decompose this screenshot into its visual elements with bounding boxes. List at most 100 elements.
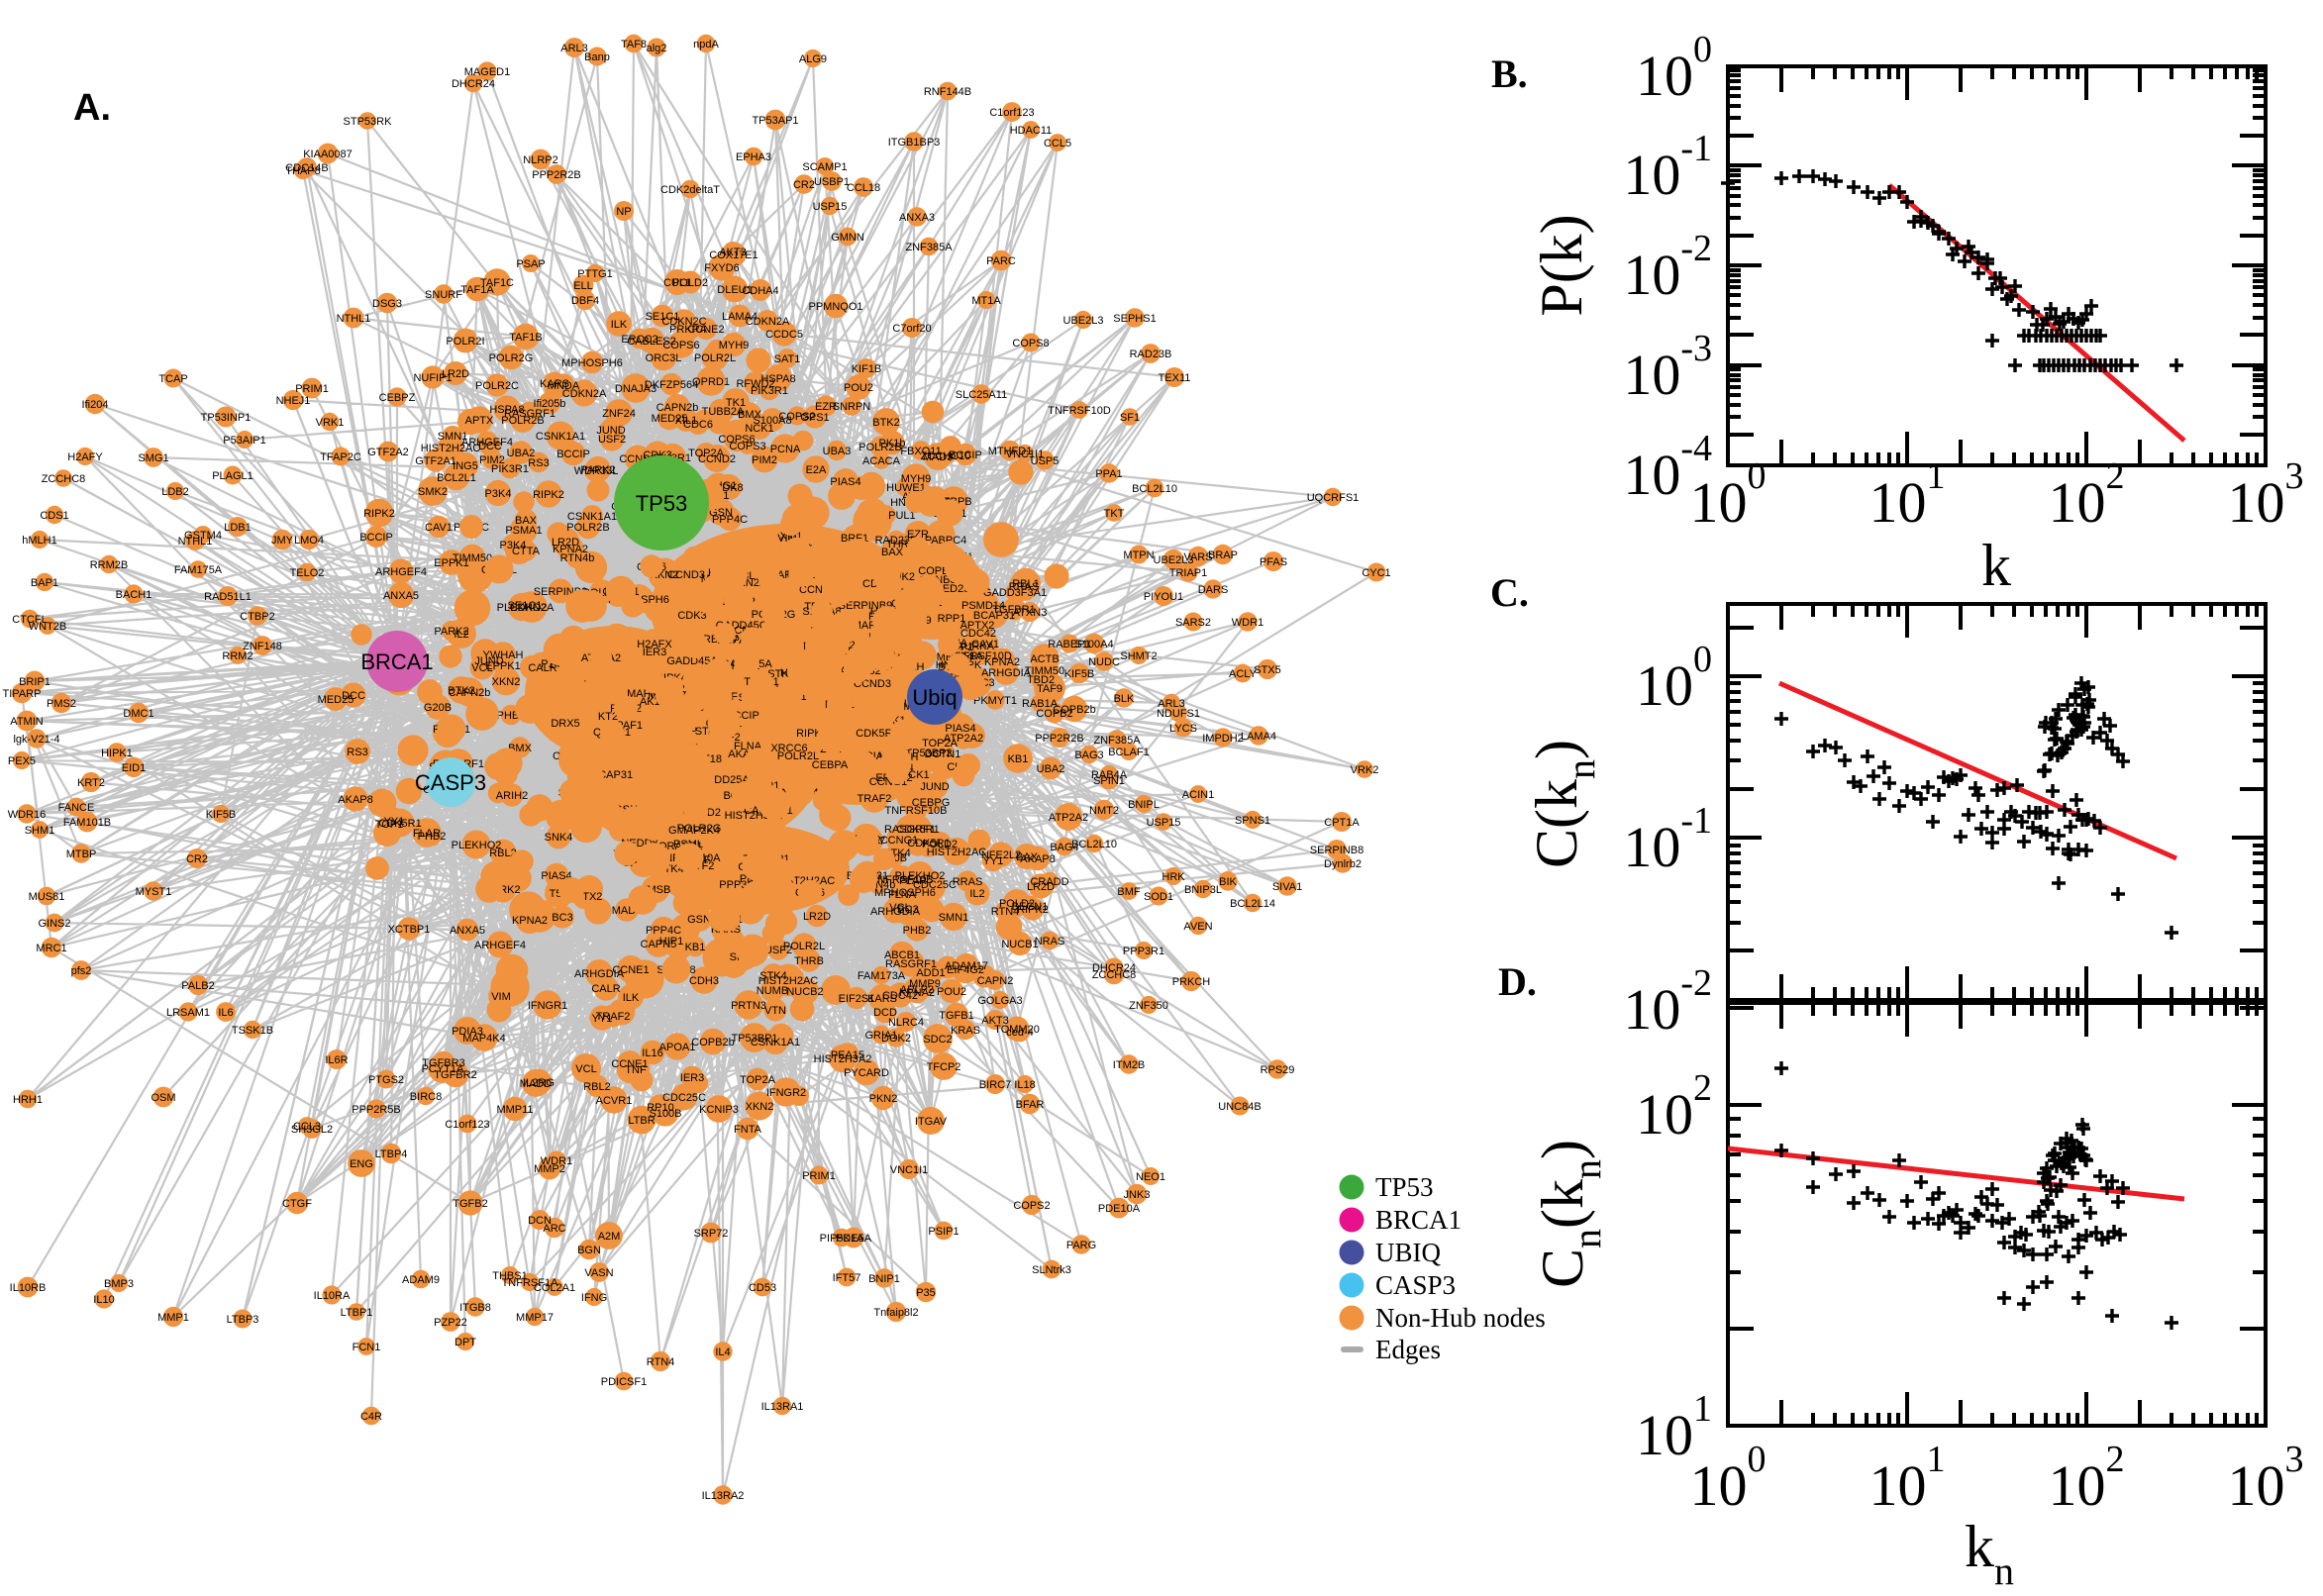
svg-text:SOD1: SOD1	[1144, 891, 1173, 903]
svg-text:EPPK1: EPPK1	[485, 660, 520, 672]
svg-text:POLD2: POLD2	[999, 898, 1035, 910]
svg-text:LYCS: LYCS	[1169, 723, 1197, 735]
svg-text:BNIPL: BNIPL	[1128, 799, 1160, 811]
svg-text:BCL2L14: BCL2L14	[1230, 898, 1275, 910]
svg-text:GSTM4: GSTM4	[184, 530, 222, 542]
svg-text:ANXA5: ANXA5	[383, 590, 419, 602]
svg-text:PMS2: PMS2	[47, 698, 76, 710]
svg-text:IL10RA: IL10RA	[314, 1290, 351, 1302]
svg-text:COPB2b: COPB2b	[691, 1037, 734, 1048]
svg-text:COX17E1: COX17E1	[709, 249, 758, 261]
svg-text:CDC42: CDC42	[960, 628, 996, 640]
svg-text:AVEN: AVEN	[1183, 921, 1212, 933]
svg-text:VRK1: VRK1	[316, 417, 345, 429]
svg-text:CDKN2A: CDKN2A	[562, 388, 607, 400]
svg-text:RPP1: RPP1	[938, 613, 966, 625]
svg-text:CEBPA: CEBPA	[812, 759, 849, 771]
svg-text:ARHGEF4: ARHGEF4	[375, 566, 427, 578]
svg-text:USF2: USF2	[598, 434, 626, 446]
svg-text:TK1: TK1	[726, 397, 746, 409]
svg-text:TOP2A: TOP2A	[922, 738, 959, 749]
svg-text:ANXA5: ANXA5	[450, 925, 485, 937]
svg-text:G20B: G20B	[424, 702, 452, 714]
svg-text:LR2D: LR2D	[552, 537, 579, 549]
svg-text:PLEKHO2: PLEKHO2	[895, 870, 946, 882]
svg-text:KIF1B: KIF1B	[852, 363, 882, 375]
svg-text:CCNE1: CCNE1	[611, 1058, 648, 1070]
svg-text:ADD1: ADD1	[916, 967, 945, 979]
svg-text:TP53BP1: TP53BP1	[731, 1033, 777, 1045]
svg-text:Tnfaip8l2: Tnfaip8l2	[873, 1307, 918, 1319]
svg-text:ACTB: ACTB	[1030, 653, 1059, 665]
svg-text:MMP1: MMP1	[157, 1312, 189, 1324]
svg-text:TSSK1B: TSSK1B	[232, 1025, 273, 1037]
svg-text:HIST2H3A2: HIST2H3A2	[814, 1053, 872, 1065]
svg-text:PPP4C: PPP4C	[646, 925, 681, 937]
svg-text:VRK2: VRK2	[1351, 764, 1379, 776]
svg-text:TIMM50: TIMM50	[1025, 665, 1064, 677]
svg-text:BRCA1: BRCA1	[360, 649, 433, 674]
svg-text:CDK2deltaT: CDK2deltaT	[660, 184, 720, 196]
svg-text:SMG1: SMG1	[138, 452, 168, 464]
svg-text:LTBP4: LTBP4	[375, 1148, 408, 1160]
svg-text:CASP3: CASP3	[1375, 1270, 1456, 1300]
svg-text:BNIP1: BNIP1	[868, 1273, 900, 1285]
svg-text:BACH1: BACH1	[116, 589, 152, 601]
svg-text:RABEP1: RABEP1	[1048, 639, 1090, 650]
svg-text:KB1: KB1	[685, 942, 706, 953]
svg-text:XKN2: XKN2	[492, 676, 521, 688]
svg-text:IMPDH2: IMPDH2	[1202, 733, 1244, 745]
svg-text:TAF1B: TAF1B	[509, 332, 542, 344]
svg-text:RRM2: RRM2	[222, 650, 252, 662]
svg-text:DCTN1: DCTN1	[925, 748, 961, 760]
svg-text:TELO2: TELO2	[290, 567, 325, 579]
svg-text:RASGRF1: RASGRF1	[504, 408, 556, 420]
svg-text:C1orf123: C1orf123	[445, 1119, 489, 1131]
svg-text:VNC1I1: VNC1I1	[1006, 449, 1045, 460]
svg-text:RAB4A: RAB4A	[1091, 769, 1128, 781]
svg-text:CDH3: CDH3	[689, 975, 719, 987]
svg-text:EIF2S1: EIF2S1	[839, 993, 875, 1005]
svg-text:S100A4: S100A4	[1074, 639, 1113, 650]
svg-text:BCAP31: BCAP31	[973, 610, 1015, 622]
svg-text:IL18: IL18	[1014, 1079, 1035, 1091]
svg-text:GOLGA3: GOLGA3	[977, 995, 1022, 1007]
svg-text:NFE2L2: NFE2L2	[981, 849, 1021, 861]
svg-text:RNF144B: RNF144B	[924, 86, 971, 98]
svg-text:TOMM20: TOMM20	[994, 1024, 1040, 1036]
svg-text:SEPHS1: SEPHS1	[1113, 313, 1156, 325]
svg-text:PPP2R2B: PPP2R2B	[1035, 733, 1084, 745]
svg-text:GTF2A2: GTF2A2	[367, 447, 409, 458]
svg-text:PPP4C: PPP4C	[712, 514, 748, 526]
svg-text:SLNtrk3: SLNtrk3	[1032, 1264, 1071, 1276]
svg-text:DSG3: DSG3	[372, 298, 402, 310]
svg-text:ARHGEF4: ARHGEF4	[474, 940, 526, 951]
svg-text:PIM2: PIM2	[479, 454, 505, 466]
svg-text:TIMM50: TIMM50	[453, 552, 492, 564]
svg-text:GSN: GSN	[709, 507, 733, 519]
svg-text:P3K4: P3K4	[500, 540, 527, 551]
svg-text:DHCR24: DHCR24	[452, 78, 495, 90]
svg-text:DCC: DCC	[342, 690, 365, 702]
svg-text:GSN: GSN	[687, 914, 711, 926]
svg-text:CDKN2A: CDKN2A	[510, 602, 555, 614]
svg-text:YWHAH: YWHAH	[483, 649, 524, 661]
svg-text:SF1: SF1	[1120, 412, 1140, 424]
svg-text:IFNGR1: IFNGR1	[528, 1000, 567, 1012]
svg-text:BGN: BGN	[577, 1245, 601, 1256]
svg-text:KIF5B: KIF5B	[1064, 668, 1095, 680]
svg-text:DCC: DCC	[478, 441, 502, 452]
svg-text:PIP5K1A: PIP5K1A	[820, 1233, 864, 1245]
svg-text:SMN1: SMN1	[939, 912, 969, 924]
svg-text:TGFBR3: TGFBR3	[422, 1057, 464, 1069]
svg-text:PLAGL1: PLAGL1	[212, 470, 253, 482]
svg-text:FAM101B: FAM101B	[63, 817, 111, 829]
svg-text:SLC25A11: SLC25A11	[956, 389, 1007, 401]
svg-text:FLAR: FLAR	[899, 875, 927, 887]
svg-text:CDS1: CDS1	[40, 510, 68, 522]
svg-text:JUND: JUND	[920, 781, 949, 793]
svg-text:ATP2A2: ATP2A2	[944, 733, 983, 745]
svg-text:DNAJA3: DNAJA3	[615, 383, 656, 395]
svg-text:AKAP8: AKAP8	[338, 794, 372, 806]
svg-text:HRH1: HRH1	[13, 1094, 43, 1106]
